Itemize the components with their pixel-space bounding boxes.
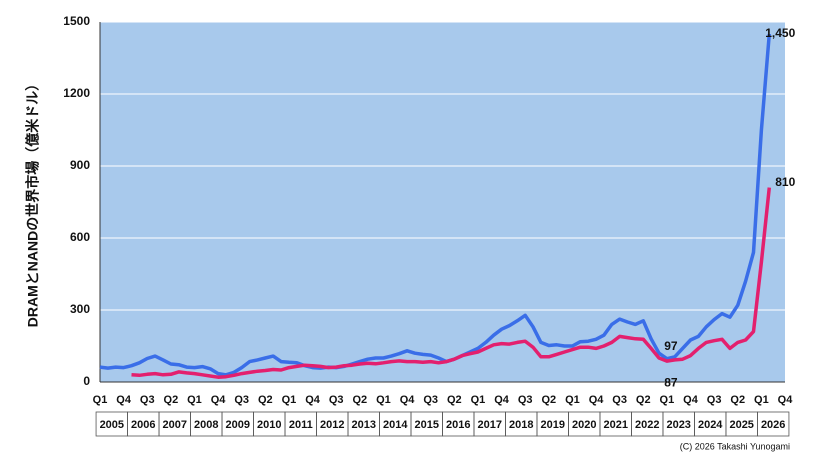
year-label: 2024 [698,419,723,431]
x-tick-label: Q4 [494,394,510,406]
credit: (C) 2026 Takashi Yunogami [680,441,790,451]
x-tick-label: Q4 [589,394,605,406]
year-label: 2009 [226,419,250,431]
year-label: 2018 [509,419,533,431]
x-tick-label: Q1 [471,394,486,406]
x-tick-label: Q4 [305,394,321,406]
value-label: 1,450 [765,26,795,40]
year-label: 2017 [477,419,501,431]
year-label: 2006 [131,419,155,431]
x-tick-label: Q4 [778,394,794,406]
year-label: 2020 [572,419,596,431]
x-tick-label: Q3 [707,394,722,406]
x-tick-label: Q3 [612,394,627,406]
x-tick-label: Q1 [754,394,769,406]
y-tick-label: 300 [70,302,90,316]
x-tick-label: Q1 [376,394,391,406]
x-tick-label: Q1 [93,394,108,406]
y-tick-label: 900 [70,158,90,172]
x-tick-label: Q3 [140,394,155,406]
x-tick-label: Q2 [447,394,462,406]
x-tick-label: Q4 [116,394,132,406]
year-label: 2010 [257,419,281,431]
value-label: 810 [775,175,795,189]
year-label: 2008 [194,419,218,431]
x-tick-label: Q1 [282,394,297,406]
x-tick-label: Q4 [683,394,699,406]
y-tick-label: 1200 [63,86,90,100]
x-tick-label: Q2 [541,394,556,406]
x-tick-label: Q3 [518,394,533,406]
year-label: 2016 [446,419,470,431]
year-label: 2025 [729,419,753,431]
x-tick-label: Q2 [636,394,651,406]
year-label: 2007 [163,419,187,431]
year-label: 2014 [383,419,408,431]
y-tick-label: 600 [70,230,90,244]
x-tick-label: Q2 [258,394,273,406]
x-tick-label: Q3 [234,394,249,406]
value-label: 87 [664,375,678,389]
year-label: 2026 [761,419,785,431]
x-tick-label: Q1 [660,394,675,406]
x-tick-label: Q1 [565,394,580,406]
x-tick-label: Q4 [211,394,227,406]
x-tick-label: Q2 [730,394,745,406]
y-axis-label: DRAMとNANDの世界市場（億米ドル） [25,77,41,327]
y-tick-label: 0 [83,374,90,388]
x-tick-label: Q3 [329,394,344,406]
plot-area [100,22,785,382]
year-label: 2015 [415,419,439,431]
year-label: 2011 [289,419,313,431]
x-tick-label: Q2 [352,394,367,406]
x-tick-label: Q1 [187,394,202,406]
year-cell [757,411,790,437]
year-label: 2005 [100,419,124,431]
series-line [131,187,772,379]
value-label: 97 [664,339,678,353]
year-label: 2013 [352,419,376,431]
x-tick-label: Q4 [400,394,416,406]
x-tick-label: Q2 [164,394,179,406]
year-label: 2023 [666,419,690,431]
year-label: 2019 [540,419,564,431]
series-line [99,33,772,377]
x-tick-label: Q3 [423,394,438,406]
y-tick-label: 1500 [63,14,90,28]
year-label: 2022 [635,419,659,431]
year-label: 2012 [320,419,344,431]
year-label: 2021 [603,419,627,431]
